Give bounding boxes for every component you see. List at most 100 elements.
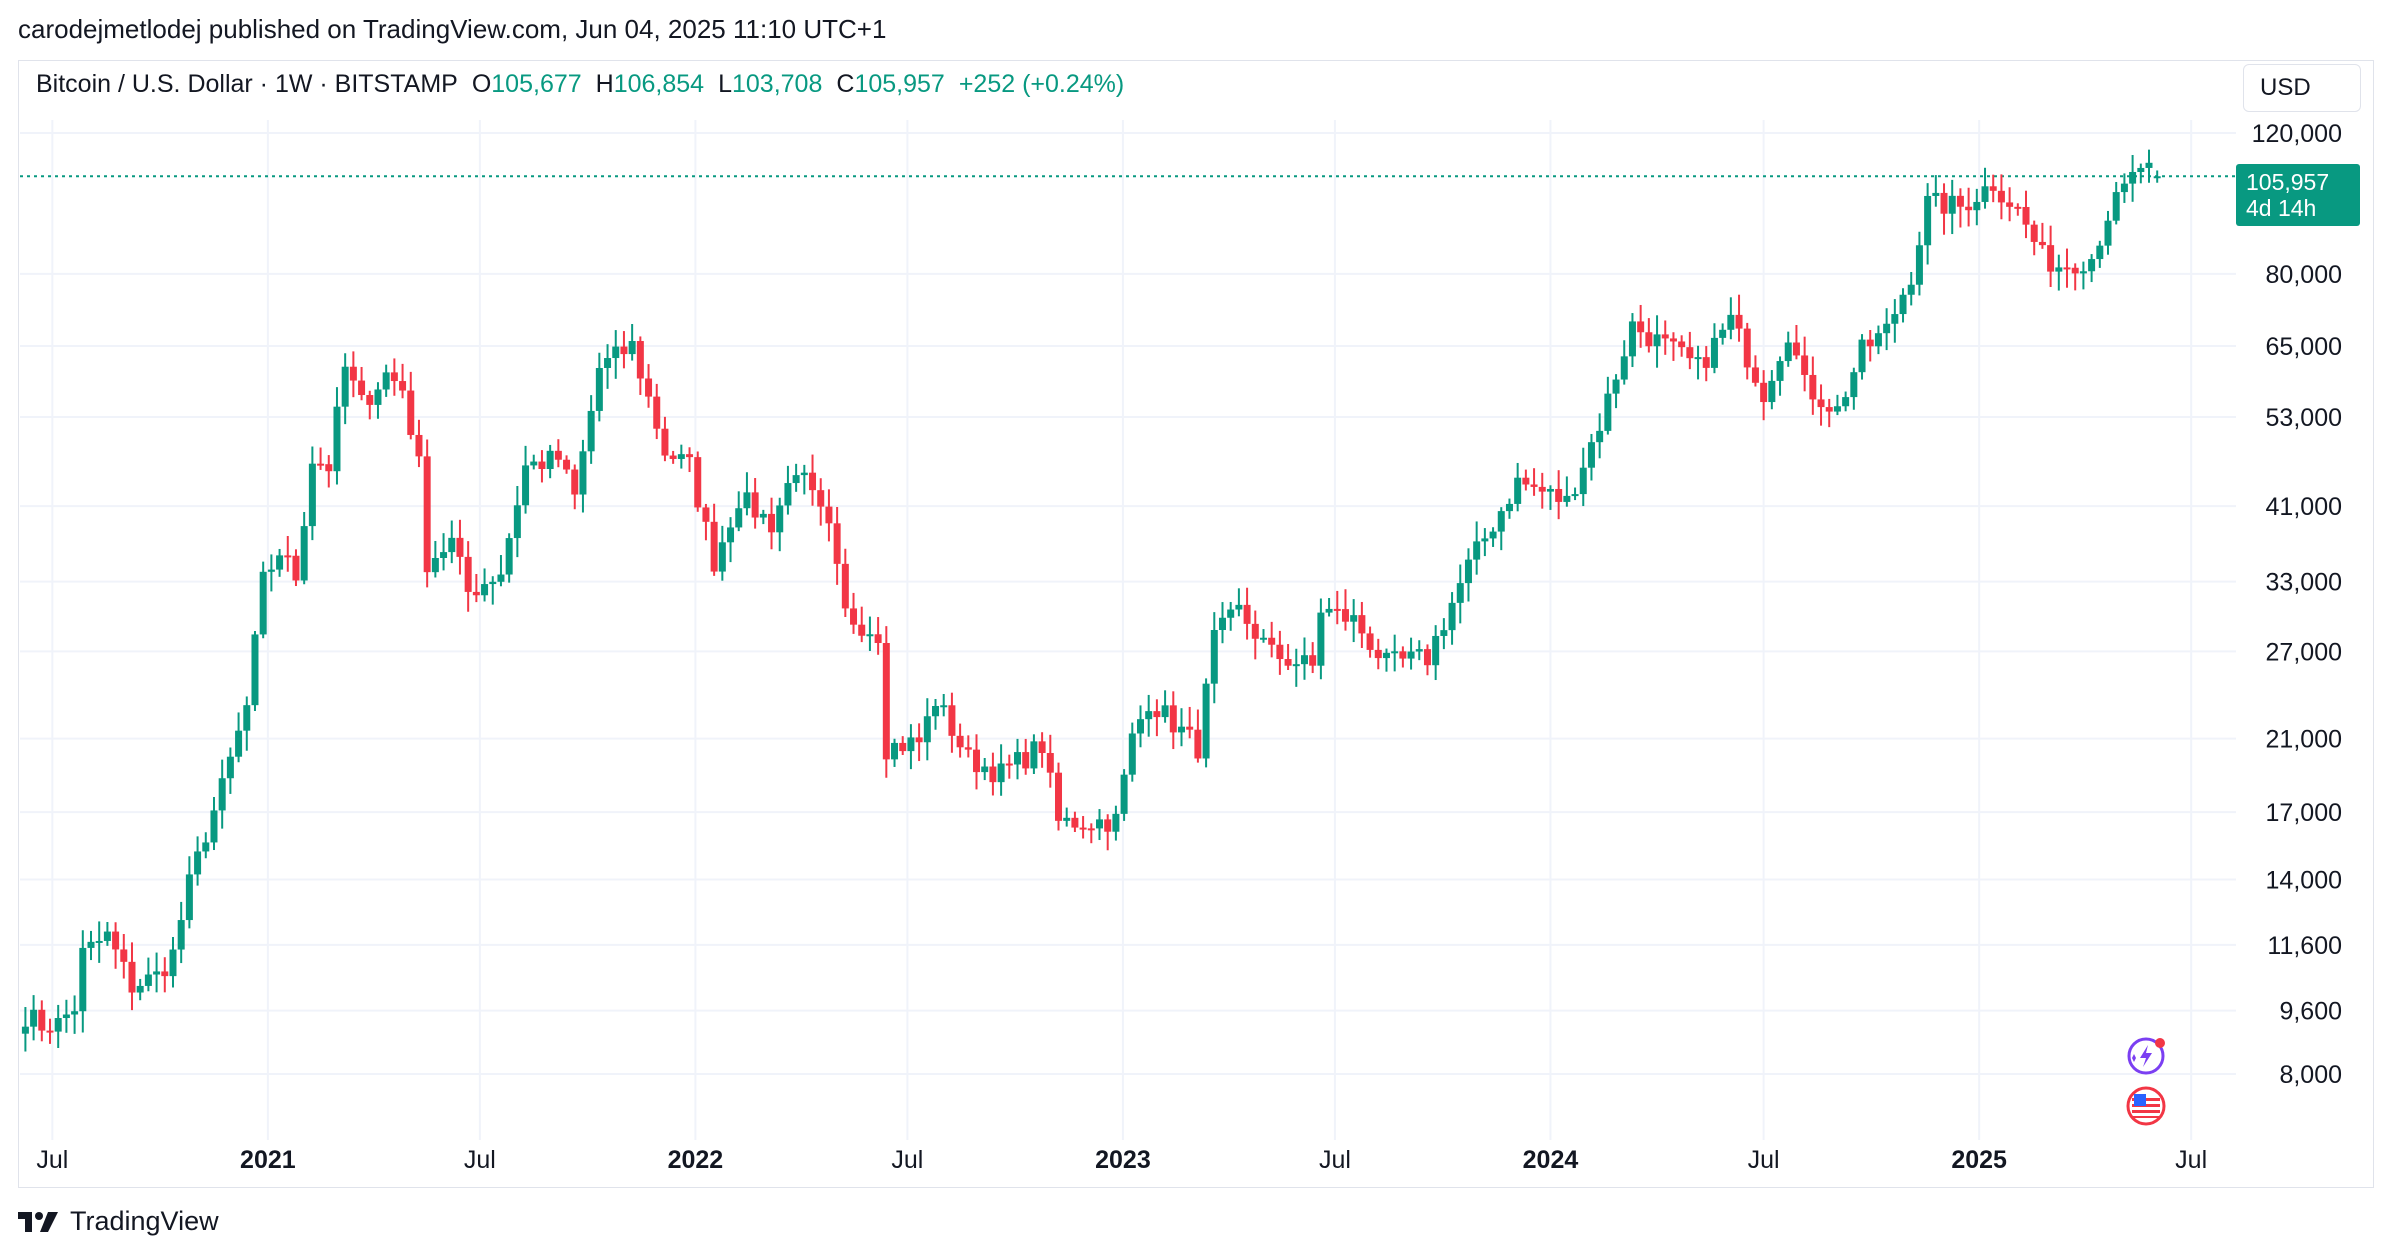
candle-body: [1497, 511, 1505, 532]
candle-body: [1596, 430, 1604, 443]
candle-body: [1325, 608, 1333, 613]
candle-body: [522, 465, 530, 506]
candle-body: [30, 1009, 38, 1027]
candle-body: [1186, 726, 1194, 730]
candle-body: [292, 555, 300, 581]
candle-body: [891, 742, 899, 760]
candle-body: [1415, 649, 1423, 652]
candle-body: [1202, 683, 1210, 759]
candle-body: [489, 581, 497, 585]
candle-body: [440, 552, 448, 558]
candle-body: [1546, 488, 1554, 492]
candle-body: [1669, 338, 1677, 342]
candle-body: [1350, 615, 1358, 622]
candle-body: [1276, 644, 1284, 660]
candle-body: [1120, 774, 1128, 814]
candle-body: [1702, 357, 1710, 368]
candle-body: [1063, 817, 1071, 821]
candle-body: [981, 766, 989, 773]
candle-body: [218, 778, 226, 811]
ai-spark-icon[interactable]: [2124, 1034, 2168, 1078]
time-tick-label: 2025: [1951, 1146, 2007, 1174]
candle-body: [2104, 220, 2112, 246]
candle-body: [456, 537, 464, 557]
candle-body: [1751, 367, 1759, 383]
candle-body: [768, 513, 776, 533]
candle-body: [940, 705, 948, 708]
tradingview-brand[interactable]: TradingView: [18, 1206, 219, 1237]
price-tick-label: 21,000: [2266, 726, 2342, 754]
candle-body: [1735, 314, 1743, 329]
open-label: O: [471, 70, 492, 98]
candle-body: [1940, 192, 1948, 214]
candle-body: [1284, 659, 1292, 666]
candles: [21, 149, 2161, 1052]
price-tick-label: 27,000: [2266, 638, 2342, 666]
candle-body: [1514, 477, 1522, 504]
time-tick-label: 2024: [1523, 1146, 1579, 1174]
candle-body: [1243, 604, 1251, 624]
candle-body: [300, 526, 308, 581]
candle-body: [46, 1030, 54, 1033]
candle-body: [1194, 729, 1202, 759]
candle-body: [1989, 186, 1997, 191]
candle-body: [1522, 477, 1530, 485]
candle-body: [817, 490, 825, 507]
candle-body: [1784, 342, 1792, 362]
close-label: C: [836, 70, 855, 98]
candle-body: [751, 492, 759, 518]
candle-body: [1694, 357, 1702, 360]
candle-body: [1227, 609, 1235, 618]
candle-body: [1874, 333, 1882, 347]
chart-pane[interactable]: [18, 60, 2374, 1188]
candle-body: [1079, 827, 1087, 830]
grid-lines: [20, 120, 2236, 1140]
candle-body: [1309, 655, 1317, 666]
candle-body: [563, 459, 571, 470]
candle-body: [1104, 819, 1112, 832]
candle-body: [87, 941, 95, 948]
time-tick-label: Jul: [1748, 1146, 1780, 1174]
candle-body: [1956, 195, 1964, 207]
candle-body: [800, 472, 808, 476]
candle-body: [202, 842, 210, 852]
us-flag-icon[interactable]: [2124, 1084, 2168, 1128]
candle-body: [1563, 495, 1571, 502]
candle-body: [727, 527, 735, 543]
candle-body: [1489, 531, 1497, 539]
candle-body: [2088, 259, 2096, 272]
candle-body: [1948, 195, 1956, 214]
candle-body: [317, 463, 325, 466]
candle-body: [1571, 494, 1579, 497]
candle-body: [1259, 637, 1267, 640]
symbol-title[interactable]: Bitcoin / U.S. Dollar · 1W · BITSTAMP: [36, 70, 458, 98]
candle-body: [899, 742, 907, 752]
candle-body: [1391, 651, 1399, 654]
candle-body: [1464, 559, 1472, 584]
candle-body: [349, 366, 357, 381]
candle-body: [399, 381, 407, 391]
candle-body: [784, 483, 792, 506]
candle-body: [636, 341, 644, 379]
candle-body: [2063, 267, 2071, 270]
candle-body: [103, 931, 111, 941]
candle-body: [1087, 828, 1095, 831]
currency-button[interactable]: USD: [2243, 64, 2361, 112]
candle-body: [915, 737, 923, 743]
candle-body: [235, 730, 243, 757]
candle-body: [1604, 393, 1612, 431]
candle-body: [390, 372, 398, 382]
candle-body: [1579, 467, 1587, 495]
candle-body: [710, 521, 718, 572]
candle-body: [333, 406, 341, 472]
time-tick-label: Jul: [1319, 1146, 1351, 1174]
candle-body: [243, 705, 251, 731]
candle-body: [1145, 711, 1153, 720]
candle-body: [882, 643, 890, 760]
candle-body: [161, 971, 169, 977]
candle-body: [226, 756, 234, 779]
candle-body: [866, 634, 874, 637]
candle-body: [1883, 323, 1891, 334]
candle-body: [1055, 772, 1063, 821]
